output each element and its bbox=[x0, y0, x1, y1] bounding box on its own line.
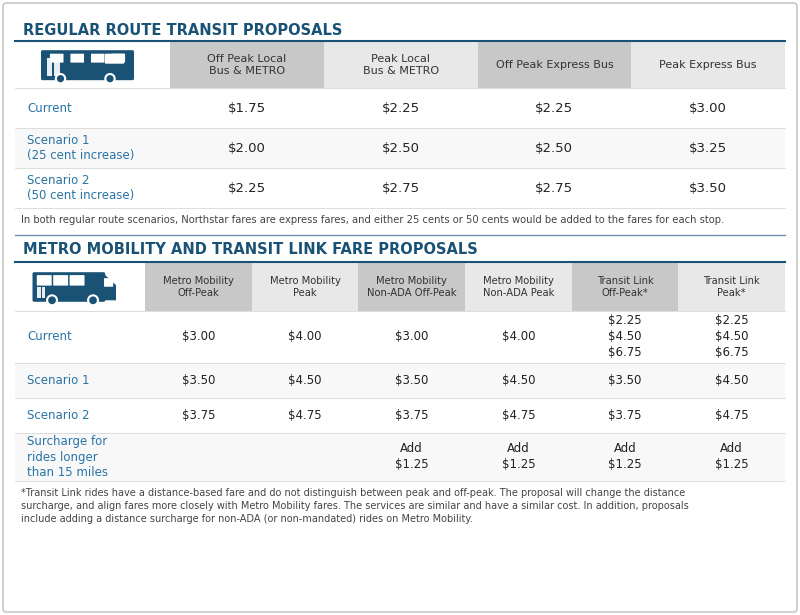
Text: $3.75: $3.75 bbox=[395, 409, 429, 422]
Text: Add
$1.25: Add $1.25 bbox=[715, 443, 749, 472]
Text: Add
$1.25: Add $1.25 bbox=[608, 443, 642, 472]
Bar bbox=[252, 263, 358, 311]
Text: $4.50: $4.50 bbox=[288, 374, 322, 387]
Text: $4.75: $4.75 bbox=[715, 409, 749, 422]
Bar bbox=[15, 88, 785, 128]
FancyBboxPatch shape bbox=[111, 54, 125, 63]
Text: Transit Link
Off-Peak*: Transit Link Off-Peak* bbox=[597, 276, 654, 298]
Bar bbox=[358, 263, 465, 311]
Text: Current: Current bbox=[27, 101, 72, 114]
Bar bbox=[631, 42, 785, 88]
Text: $3.75: $3.75 bbox=[182, 409, 215, 422]
FancyBboxPatch shape bbox=[37, 275, 52, 285]
Circle shape bbox=[47, 295, 57, 305]
Text: Transit Link
Peak*: Transit Link Peak* bbox=[703, 276, 760, 298]
Text: Off Peak Express Bus: Off Peak Express Bus bbox=[495, 60, 614, 70]
Text: $3.50: $3.50 bbox=[182, 374, 215, 387]
Text: Metro Mobility
Peak: Metro Mobility Peak bbox=[270, 276, 341, 298]
Text: $2.25: $2.25 bbox=[228, 181, 266, 194]
Text: $3.50: $3.50 bbox=[689, 181, 727, 194]
Circle shape bbox=[106, 74, 114, 84]
Text: Add
$1.25: Add $1.25 bbox=[395, 443, 429, 472]
Text: Surcharge for
rides longer
than 15 miles: Surcharge for rides longer than 15 miles bbox=[27, 435, 108, 480]
FancyBboxPatch shape bbox=[104, 278, 114, 287]
Text: REGULAR ROUTE TRANSIT PROPOSALS: REGULAR ROUTE TRANSIT PROPOSALS bbox=[23, 23, 342, 38]
Bar bbox=[572, 263, 678, 311]
Bar bbox=[478, 42, 631, 88]
FancyBboxPatch shape bbox=[41, 50, 134, 80]
Text: $3.25: $3.25 bbox=[689, 141, 727, 154]
Text: $3.00: $3.00 bbox=[395, 330, 428, 344]
Bar bbox=[678, 263, 785, 311]
FancyBboxPatch shape bbox=[3, 3, 797, 612]
Bar bbox=[15, 311, 785, 363]
Text: $4.75: $4.75 bbox=[288, 409, 322, 422]
Bar bbox=[145, 263, 252, 311]
Text: $2.25: $2.25 bbox=[535, 101, 574, 114]
Text: $2.25
$4.50
$6.75: $2.25 $4.50 $6.75 bbox=[715, 314, 749, 360]
FancyBboxPatch shape bbox=[105, 54, 124, 64]
Text: Peak Local
Bus & METRO: Peak Local Bus & METRO bbox=[362, 54, 438, 76]
Text: $3.75: $3.75 bbox=[608, 409, 642, 422]
Text: $2.25
$4.50
$6.75: $2.25 $4.50 $6.75 bbox=[608, 314, 642, 360]
Text: METRO MOBILITY AND TRANSIT LINK FARE PROPOSALS: METRO MOBILITY AND TRANSIT LINK FARE PRO… bbox=[23, 242, 478, 257]
Bar bbox=[15, 398, 785, 433]
Text: $3.50: $3.50 bbox=[395, 374, 428, 387]
Text: $4.50: $4.50 bbox=[502, 374, 535, 387]
Text: $4.00: $4.00 bbox=[288, 330, 322, 344]
Text: Scenario 1
(25 cent increase): Scenario 1 (25 cent increase) bbox=[27, 133, 134, 162]
Text: Peak Express Bus: Peak Express Bus bbox=[659, 60, 757, 70]
Text: $1.75: $1.75 bbox=[228, 101, 266, 114]
Text: $2.75: $2.75 bbox=[535, 181, 574, 194]
Text: $4.00: $4.00 bbox=[502, 330, 535, 344]
Text: $2.00: $2.00 bbox=[228, 141, 266, 154]
Text: Metro Mobility
Non-ADA Peak: Metro Mobility Non-ADA Peak bbox=[482, 276, 554, 298]
Text: *Transit Link rides have a distance-based fare and do not distinguish between pe: *Transit Link rides have a distance-base… bbox=[21, 488, 689, 525]
Text: $3.00: $3.00 bbox=[689, 101, 727, 114]
Text: $2.25: $2.25 bbox=[382, 101, 420, 114]
Text: $4.50: $4.50 bbox=[715, 374, 749, 387]
Bar bbox=[324, 42, 478, 88]
FancyBboxPatch shape bbox=[91, 54, 105, 63]
Text: $2.75: $2.75 bbox=[382, 181, 420, 194]
Bar bbox=[465, 263, 572, 311]
Text: Add
$1.25: Add $1.25 bbox=[502, 443, 535, 472]
Bar bbox=[15, 363, 785, 398]
FancyBboxPatch shape bbox=[53, 275, 68, 285]
Bar bbox=[47, 58, 53, 76]
Bar bbox=[170, 42, 324, 88]
Text: Scenario 2: Scenario 2 bbox=[27, 409, 90, 422]
Circle shape bbox=[88, 295, 98, 305]
Bar bbox=[15, 168, 785, 208]
Text: Scenario 1: Scenario 1 bbox=[27, 374, 90, 387]
Bar bbox=[38, 287, 41, 298]
Bar bbox=[15, 128, 785, 168]
Polygon shape bbox=[104, 274, 116, 300]
Text: $4.75: $4.75 bbox=[502, 409, 535, 422]
Text: $2.50: $2.50 bbox=[382, 141, 420, 154]
Circle shape bbox=[56, 74, 65, 84]
Text: $2.50: $2.50 bbox=[535, 141, 574, 154]
Text: Current: Current bbox=[27, 330, 72, 344]
Text: Metro Mobility
Non-ADA Off-Peak: Metro Mobility Non-ADA Off-Peak bbox=[367, 276, 457, 298]
FancyBboxPatch shape bbox=[70, 275, 85, 285]
Text: Metro Mobility
Off-Peak: Metro Mobility Off-Peak bbox=[163, 276, 234, 298]
FancyBboxPatch shape bbox=[50, 54, 63, 63]
Text: Off Peak Local
Bus & METRO: Off Peak Local Bus & METRO bbox=[207, 54, 286, 76]
Text: Scenario 2
(50 cent increase): Scenario 2 (50 cent increase) bbox=[27, 173, 134, 202]
Bar bbox=[54, 58, 59, 76]
Bar bbox=[42, 287, 46, 298]
FancyBboxPatch shape bbox=[33, 272, 106, 302]
FancyBboxPatch shape bbox=[70, 54, 84, 63]
Text: In both regular route scenarios, Northstar fares are express fares, and either 2: In both regular route scenarios, Northst… bbox=[21, 215, 724, 225]
Text: $3.00: $3.00 bbox=[182, 330, 215, 344]
Text: $3.50: $3.50 bbox=[608, 374, 642, 387]
Bar bbox=[15, 433, 785, 481]
